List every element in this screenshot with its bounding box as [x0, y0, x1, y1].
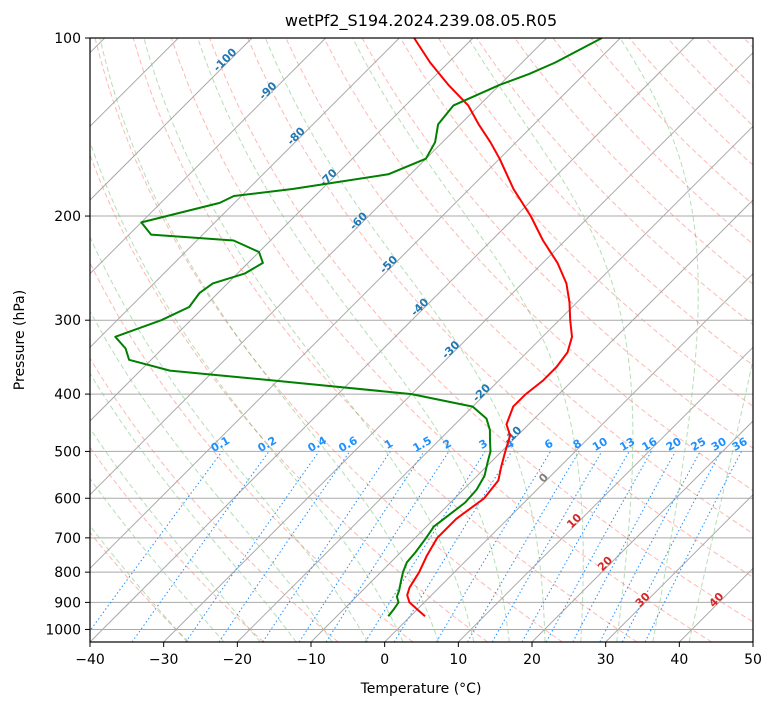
x-tick-label: 50 [744, 652, 762, 668]
moist-adiabat [90, 235, 369, 642]
y-axis: 100 200 300 400 500 600 700 800 900 1000 [45, 31, 90, 638]
moist-adiabat [619, 38, 699, 642]
x-tick-label: 20 [523, 652, 541, 668]
dry-adiabat [514, 38, 753, 285]
moist-adiabat [90, 477, 225, 642]
y-tick-label: 300 [54, 313, 81, 329]
mixing-ratio-line [298, 451, 425, 642]
sounding-profiles [114, 38, 603, 618]
moist-adiabat [264, 38, 546, 642]
isotherm-line [163, 51, 753, 642]
moist-adiabat [90, 427, 261, 642]
dry-adiabat [437, 38, 753, 366]
y-axis-title: Pressure (hPa) [12, 290, 28, 390]
mixing-ratio-line [325, 451, 450, 642]
chart-title: wetPf2_S194.2024.239.08.05.R05 [285, 11, 557, 31]
mixing-ratio-line [545, 451, 652, 642]
y-tick-label: 400 [54, 387, 81, 403]
dry-adiabat [247, 38, 753, 578]
dry-adiabat [90, 531, 190, 642]
moist-adiabat [352, 38, 584, 642]
y-tick-label: 200 [54, 209, 81, 225]
isotherm-line [457, 346, 753, 642]
moist-adiabat [99, 38, 439, 642]
plot-frame [89, 37, 754, 643]
isotherm-line [90, 38, 548, 496]
y-tick-label: 500 [54, 444, 81, 460]
dry-adiabat [399, 38, 753, 408]
dry-adiabat [170, 38, 712, 642]
isotherm-line [236, 125, 753, 642]
moist-adiabat [90, 139, 404, 642]
x-tick-label: 0 [380, 652, 389, 668]
mixing-ratio-line [393, 451, 513, 642]
y-tick-label: 1000 [45, 622, 81, 638]
moist-adiabat [143, 38, 475, 642]
mixing-ratio-line [521, 451, 630, 642]
x-tick-label: −30 [149, 652, 179, 668]
dry-adiabat [90, 357, 339, 642]
y-tick-label: 100 [54, 31, 81, 47]
mixing-ratio-line [218, 451, 351, 642]
isotherm-line [90, 38, 621, 570]
x-tick-label: −10 [296, 652, 326, 668]
isotherm-line [90, 38, 400, 349]
temperature-line [406, 38, 573, 618]
moist-adiabat [90, 310, 333, 642]
reference-lines [90, 38, 753, 642]
y-tick-label: 700 [54, 531, 81, 547]
y-tick-label: 600 [54, 491, 81, 507]
mixing-ratio-line [572, 451, 676, 642]
mixing-ratio-line [644, 451, 742, 642]
mixing-ratio-line [90, 451, 223, 632]
mixing-ratio-line [262, 451, 391, 642]
dewpoint-line [114, 38, 603, 617]
moist-adiabat [197, 38, 510, 642]
dry-adiabat [90, 153, 488, 642]
isotherm-line [90, 38, 474, 422]
dry-adiabat [90, 446, 264, 642]
x-axis-title: Temperature (°C) [360, 681, 482, 697]
dry-adiabat [323, 38, 753, 492]
isotherm-line [384, 272, 753, 642]
moist-adiabat [688, 357, 753, 642]
x-tick-label: 10 [449, 652, 467, 668]
isotherm-line [90, 38, 327, 275]
mixing-ratio-line [621, 451, 722, 642]
dry-adiabat [94, 38, 563, 642]
dry-adiabat [132, 38, 638, 642]
isotherm-line [90, 38, 695, 642]
isotherm-line [531, 420, 753, 642]
x-tick-label: 40 [670, 652, 688, 668]
y-tick-label: 800 [54, 565, 81, 581]
y-tick-label: 900 [54, 595, 81, 611]
isotherm-line [90, 38, 253, 201]
x-tick-label: −40 [75, 652, 105, 668]
x-axis: −40 −30 −20 −10 0 10 20 30 40 50 [75, 642, 762, 668]
mixing-ratio-line [185, 451, 320, 642]
dry-adiabat [209, 38, 753, 623]
x-tick-label: −20 [223, 652, 253, 668]
x-tick-label: 30 [597, 652, 615, 668]
mixing-ratio-line [131, 451, 270, 642]
isotherm-line [310, 199, 753, 642]
isotherm-line [605, 493, 753, 642]
